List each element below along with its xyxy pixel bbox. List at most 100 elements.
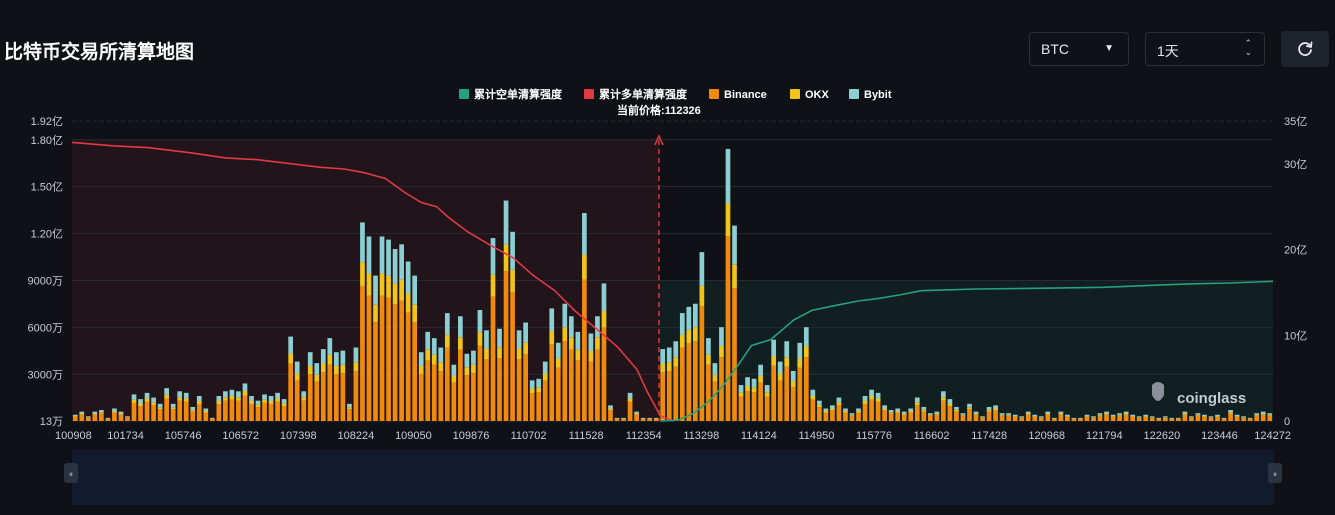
- bar-segment-okx: [1019, 417, 1025, 418]
- left-axis-tick-label: 1.80亿: [31, 134, 63, 147]
- bar-segment-okx: [262, 399, 267, 403]
- bar-segment-binance: [451, 382, 457, 421]
- bar-segment-binance: [164, 398, 169, 421]
- bar-segment-bybit: [464, 353, 470, 368]
- bar-segment-bybit: [862, 395, 868, 401]
- range-slider-track[interactable]: [72, 450, 1274, 505]
- bar-segment-bybit: [797, 342, 803, 359]
- bar-segment-bybit: [1260, 411, 1266, 414]
- bar-segment-binance: [307, 374, 313, 421]
- left-axis-tick-label: 1.92亿: [31, 115, 63, 128]
- bar-segment-okx: [379, 273, 385, 296]
- bar-segment-bybit: [477, 309, 483, 333]
- bar-segment-bybit: [1130, 414, 1136, 416]
- bar-segment-okx: [118, 413, 124, 415]
- bar-segment-bybit: [634, 411, 639, 414]
- symbol-select[interactable]: BTC ▼: [1029, 32, 1129, 66]
- bar-segment-binance: [725, 235, 731, 421]
- bar-segment-bybit: [131, 394, 137, 400]
- bar-segment-binance: [399, 300, 404, 421]
- bar-segment-okx: [373, 304, 378, 323]
- bar-segment-okx: [673, 357, 679, 367]
- range-slider-handle-left[interactable]: [64, 463, 78, 483]
- bar-segment-binance: [1208, 417, 1214, 421]
- bar-segment-binance: [1084, 416, 1090, 421]
- bar-segment-binance: [673, 366, 679, 421]
- bar-segment-bybit: [249, 395, 254, 401]
- bar-segment-bybit: [549, 308, 555, 331]
- bar-segment-bybit: [268, 395, 274, 401]
- bar-segment-binance: [112, 412, 117, 421]
- range-slider-handle-right[interactable]: [1268, 463, 1282, 483]
- bar-segment-bybit: [438, 347, 444, 363]
- bar-segment-bybit: [679, 313, 685, 335]
- bar-segment-okx: [497, 347, 502, 359]
- bar-segment-binance: [1195, 415, 1201, 421]
- left-axis-tick-label: 1.50亿: [31, 181, 63, 194]
- refresh-button[interactable]: [1281, 31, 1329, 67]
- bar-segment-bybit: [327, 338, 333, 355]
- bar-segment-binance: [275, 401, 280, 421]
- bar-segment-binance: [627, 401, 633, 421]
- time-range-select[interactable]: 1天 ⌃ ⌄: [1145, 32, 1265, 66]
- bar-segment-okx: [301, 397, 307, 401]
- bar-segment-bybit: [1104, 411, 1109, 414]
- bar-segment-okx: [582, 254, 587, 280]
- bar-segment-okx: [843, 410, 848, 413]
- bar-segment-bybit: [823, 408, 829, 411]
- bar-segment-binance: [236, 400, 241, 421]
- bar-segment-okx: [1136, 417, 1142, 418]
- bar-segment-okx: [268, 400, 274, 404]
- bar-segment-okx: [745, 385, 750, 392]
- bar-segment-okx: [314, 374, 320, 382]
- bar-segment-bybit: [849, 413, 855, 415]
- bar-segment-okx: [875, 398, 881, 402]
- x-axis-tick-label: 117428: [971, 430, 1007, 442]
- bar-segment-bybit: [144, 392, 150, 399]
- bar-segment-bybit: [1123, 411, 1129, 414]
- bar-segment-okx: [464, 367, 470, 376]
- bar-segment-bybit: [660, 349, 666, 364]
- bar-segment-binance: [973, 414, 979, 421]
- bar-segment-okx: [725, 203, 731, 236]
- x-axis-tick-label: 112354: [626, 430, 662, 442]
- right-axis-tick-label: 35亿: [1284, 115, 1307, 128]
- bar-segment-okx: [692, 327, 698, 342]
- bar-segment-okx: [895, 410, 901, 413]
- bar-segment-bybit: [712, 363, 718, 375]
- bar-segment-binance: [719, 357, 724, 421]
- bar-segment-bybit: [1045, 411, 1051, 414]
- bar-segment-binance: [914, 405, 920, 421]
- bar-segment-okx: [125, 417, 130, 418]
- bar-segment-bybit: [777, 361, 783, 374]
- bar-segment-okx: [412, 304, 418, 323]
- bar-segment-binance: [901, 414, 907, 421]
- bar-segment-bybit: [425, 331, 431, 350]
- liquidation-map-chart: 13万 3000万 6000万 9000万 1.20亿 1.50亿 1.80亿 1.92亿 0 1…: [28, 87, 1307, 505]
- bar-segment-binance: [510, 292, 515, 421]
- bar-segment-bybit: [934, 411, 940, 414]
- bar-segment-bybit: [1006, 413, 1011, 415]
- bar-segment-binance: [784, 366, 790, 421]
- bar-segment-binance: [79, 414, 85, 421]
- bar-segment-okx: [1032, 415, 1038, 417]
- refresh-icon: [1298, 41, 1313, 56]
- bar-segment-binance: [862, 403, 868, 421]
- bar-segment-bybit: [993, 405, 998, 409]
- bar-segment-bybit: [151, 397, 156, 403]
- bar-segment-bybit: [523, 322, 528, 343]
- bar-segment-bybit: [255, 400, 261, 405]
- bar-segment-bybit: [1091, 416, 1096, 418]
- bar-segment-binance: [516, 359, 522, 421]
- bar-segment-bybit: [908, 408, 914, 411]
- bar-segment-binance: [170, 409, 176, 421]
- bar-segment-okx: [706, 354, 711, 365]
- bar-segment-okx: [601, 310, 607, 328]
- bar-segment-binance: [444, 347, 450, 421]
- bar-segment-bybit: [307, 352, 313, 366]
- bar-segment-binance: [229, 399, 235, 421]
- bar-segment-bybit: [399, 244, 404, 280]
- bar-segment-bybit: [1084, 414, 1090, 416]
- bar-segment-bybit: [418, 352, 424, 366]
- bar-segment-okx: [1065, 415, 1070, 417]
